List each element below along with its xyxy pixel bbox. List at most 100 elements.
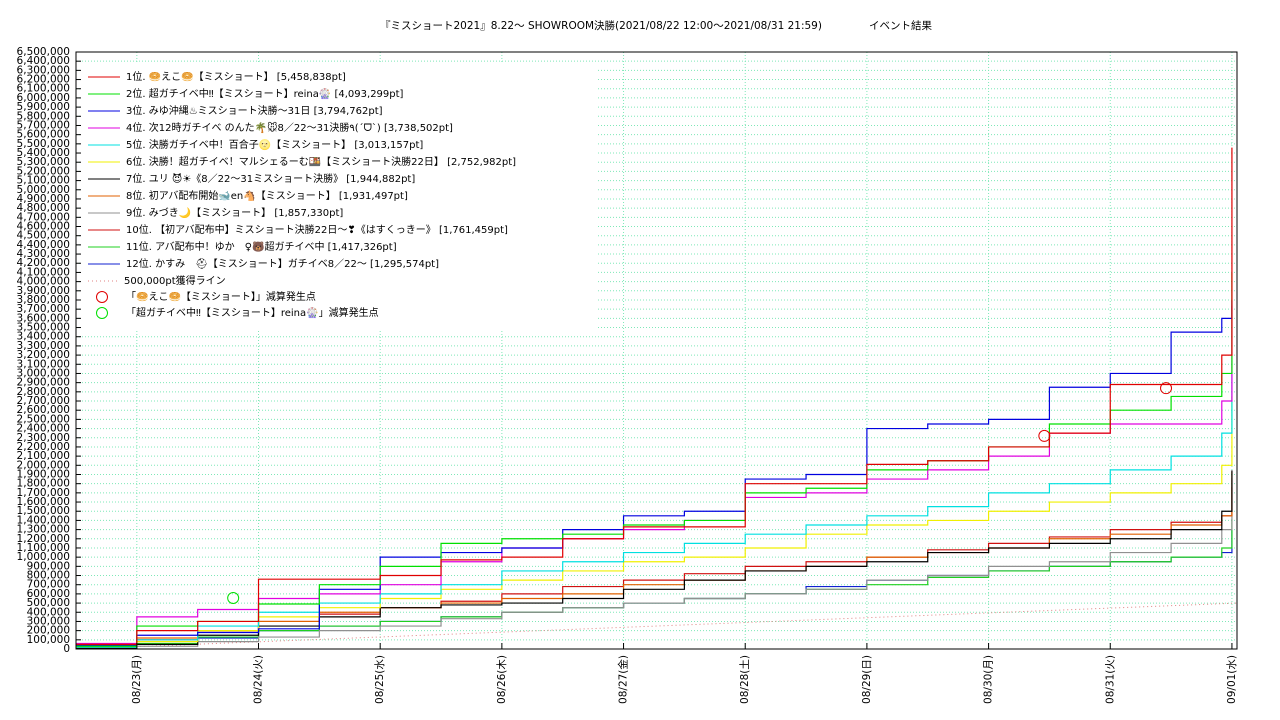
series-line <box>76 470 1233 649</box>
y-tick-label: 1,600,000 <box>17 496 70 508</box>
legend-label: 3位. みゆ沖縄♨ミスショート決勝〜31日 [3,794,762pt] <box>126 104 383 117</box>
y-tick-label: 5,700,000 <box>17 119 70 131</box>
x-tick-label: 08/23(月) <box>131 655 143 704</box>
y-tick-label: 6,100,000 <box>17 83 70 95</box>
x-tick-label: 08/26(木) <box>496 655 508 704</box>
y-tick-label: 4,700,000 <box>17 211 70 223</box>
y-tick-label: 2,100,000 <box>17 450 70 462</box>
y-tick-label: 5,400,000 <box>17 147 70 159</box>
y-tick-label: 3,900,000 <box>17 285 70 297</box>
y-tick-label: 0 <box>63 643 70 655</box>
legend-swatch <box>96 307 108 319</box>
target-line <box>75 602 1238 650</box>
legend-label: 9位. みづき🌙【ミスショート】 [1,857,330pt] <box>126 206 343 219</box>
legend-label: 6位. 決勝！超ガチイベ！マルシェるーむ🍱【ミスショート決勝22日】 [2,75… <box>126 155 516 168</box>
y-tick-label: 6,300,000 <box>17 64 70 76</box>
y-tick-label: 3,000,000 <box>17 367 70 379</box>
legend-label: 4位. 次12時ガチイベ のんた🌴🐭8／22〜31決勝٩(ˊᗜˋ) [3,738… <box>126 121 453 134</box>
y-tick-label: 3,400,000 <box>17 331 70 343</box>
legend-label: 8位. 初アバ配布開始🐋en🐴【ミスショート】 [1,931,497pt] <box>126 189 408 202</box>
y-tick-label: 4,800,000 <box>17 202 70 214</box>
y-tick-label: 2,900,000 <box>17 377 70 389</box>
legend: 1位. 🥯えこ🥯【ミスショート】 [5,458,838pt] 2位. 超ガチイベ中… <box>88 70 516 319</box>
y-tick-label: 2,200,000 <box>17 441 70 453</box>
y-tick-label: 4,200,000 <box>17 257 70 269</box>
y-tick-label: 4,000,000 <box>17 276 70 288</box>
y-tick-label: 1,500,000 <box>17 505 70 517</box>
y-tick-label: 2,400,000 <box>17 423 70 435</box>
y-tick-label: 200,000 <box>27 625 70 637</box>
y-tick-label: 3,700,000 <box>17 303 70 315</box>
x-tick-label: 08/27(金) <box>617 655 630 704</box>
axes: 0100,000200,000300,000400,000500,000600,… <box>17 46 1238 704</box>
y-tick-label: 2,500,000 <box>17 413 70 425</box>
series-line <box>76 396 1233 648</box>
y-tick-label: 6,200,000 <box>17 74 70 86</box>
y-tick-label: 2,300,000 <box>17 432 70 444</box>
y-tick-label: 1,300,000 <box>17 524 70 536</box>
y-tick-label: 5,000,000 <box>17 184 70 196</box>
legend-label: 1位. 🥯えこ🥯【ミスショート】 [5,458,838pt] <box>126 70 346 83</box>
y-tick-label: 400,000 <box>27 606 70 618</box>
y-tick-label: 500,000 <box>27 597 70 609</box>
y-tick-label: 5,800,000 <box>17 110 70 122</box>
plot-frame <box>75 51 1238 650</box>
x-tick-label: 08/30(月) <box>983 655 995 704</box>
y-tick-label: 300,000 <box>27 615 70 627</box>
x-tick-label: 08/25(水) <box>374 655 386 704</box>
y-tick-label: 1,900,000 <box>17 468 70 480</box>
y-tick-label: 4,100,000 <box>17 266 70 278</box>
legend-swatch <box>96 291 108 303</box>
plot-area <box>75 147 1238 650</box>
legend-label: 11位. アバ配布中！ゆか ♀🐻超ガチイベ中 [1,417,326pt] <box>126 240 397 253</box>
x-tick-label: 08/24(火) <box>253 655 265 704</box>
y-tick-label: 3,800,000 <box>17 294 70 306</box>
y-tick-label: 5,100,000 <box>17 175 70 187</box>
chart-subtitle: イベント結果 <box>869 19 932 32</box>
y-tick-label: 2,700,000 <box>17 395 70 407</box>
x-tick-label: 08/29(日) <box>861 655 873 704</box>
series-line <box>76 147 1233 646</box>
y-tick-label: 5,500,000 <box>17 138 70 150</box>
y-tick-label: 5,300,000 <box>17 156 70 168</box>
y-tick-label: 100,000 <box>27 634 70 646</box>
legend-label: 「超ガチイベ中‼【ミスショート】reina🎡」減算発生点 <box>126 306 379 319</box>
y-tick-label: 6,000,000 <box>17 92 70 104</box>
y-tick-label: 600,000 <box>27 588 70 600</box>
y-tick-label: 3,600,000 <box>17 312 70 324</box>
y-tick-label: 2,800,000 <box>17 386 70 398</box>
legend-label: 7位. ユリ 😈☀《8／22〜31ミスショート決勝》 [1,944,882pt] <box>126 172 415 185</box>
event-marker <box>1038 429 1051 442</box>
y-tick-label: 3,100,000 <box>17 358 70 370</box>
y-tick-label: 700,000 <box>27 579 70 591</box>
legend-label: 「🥯えこ🥯【ミスショート】」減算発生点 <box>126 290 316 303</box>
y-tick-label: 4,900,000 <box>17 193 70 205</box>
legend-label: 500,000pt獲得ライン <box>124 274 226 287</box>
series-line <box>76 487 1233 648</box>
series-line <box>76 471 1233 647</box>
y-tick-label: 1,700,000 <box>17 487 70 499</box>
series-line <box>76 478 1233 650</box>
y-tick-label: 4,400,000 <box>17 239 70 251</box>
series-line <box>76 300 1233 646</box>
y-tick-label: 5,200,000 <box>17 165 70 177</box>
y-tick-label: 5,600,000 <box>17 129 70 141</box>
x-tick-label: 09/01(水) <box>1226 655 1238 704</box>
legend-background <box>80 64 596 330</box>
y-tick-label: 4,600,000 <box>17 221 70 233</box>
y-tick-label: 2,600,000 <box>17 404 70 416</box>
y-tick-label: 800,000 <box>27 570 70 582</box>
x-tick-label: 08/31(火) <box>1104 655 1116 704</box>
y-tick-label: 1,200,000 <box>17 533 70 545</box>
y-tick-label: 4,500,000 <box>17 230 70 242</box>
legend-label: 5位. 決勝ガチイベ中！百合子🌝【ミスショート】 [3,013,157pt] <box>126 138 423 151</box>
chart-title: 『ミスショート2021』8.22～ SHOWROOM決勝(2021/08/22 … <box>380 19 822 32</box>
legend-label: 10位. 【初アバ配布中】ミスショート決勝22日〜❣《はすくっきー》 [1,76… <box>126 223 508 236</box>
series-line <box>76 372 1233 648</box>
event-marker <box>227 592 240 605</box>
y-tick-label: 4,300,000 <box>17 248 70 260</box>
y-tick-label: 1,000,000 <box>17 551 70 563</box>
y-tick-label: 3,500,000 <box>17 322 70 334</box>
